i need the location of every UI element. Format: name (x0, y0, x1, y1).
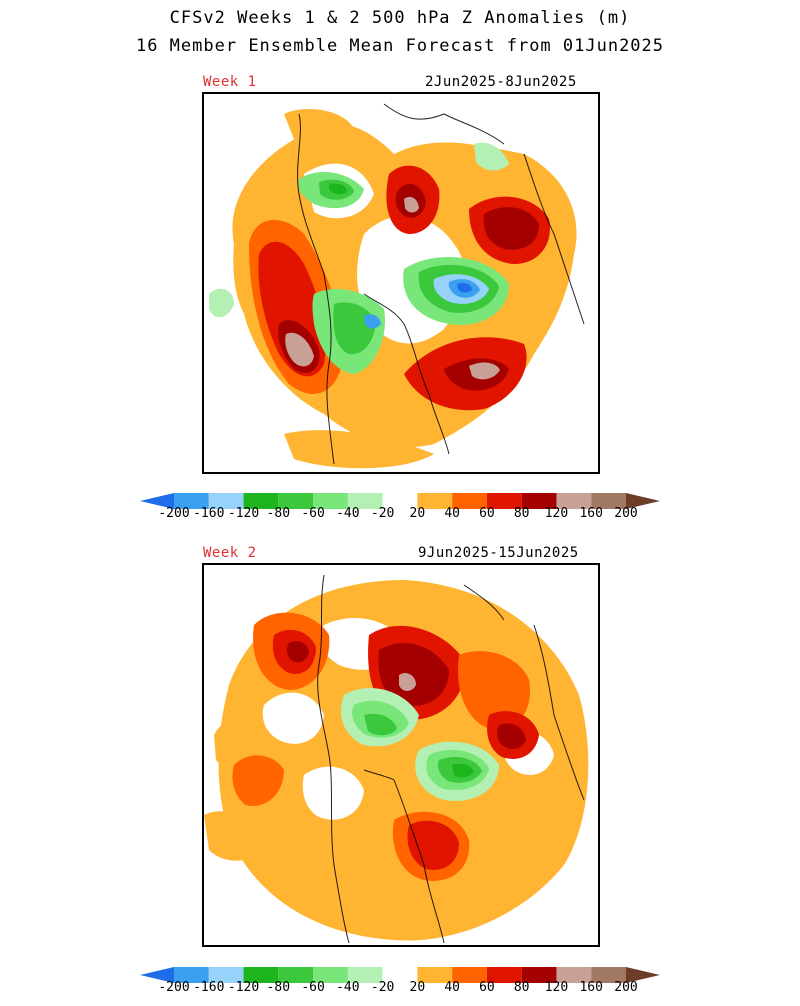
colorbar-cell (243, 967, 279, 983)
week1-anomaly-map (202, 92, 600, 474)
colorbar-cell (417, 493, 453, 509)
colorbar-tick-label: -160 (193, 506, 225, 521)
week1-colorbar-svg (140, 493, 660, 509)
week1-map-svg (209, 103, 585, 469)
colorbar-tick-label: 80 (513, 506, 530, 521)
week1-colorbar-ticks: -200 -160 -120 -80 -60 -40 -20 20 40 60 80 120 160 20… (140, 506, 660, 526)
colorbar-tick-label: 20 (409, 980, 426, 995)
colorbar-tick-label: 120 (544, 980, 569, 995)
colorbar-tick-label: -40 (336, 506, 360, 521)
colorbar-left-arrow (140, 967, 174, 983)
week2-anomaly-map (202, 563, 600, 947)
colorbar-cell (452, 493, 487, 509)
colorbar-tick-label: 200 (614, 980, 638, 995)
colorbar-cell (556, 493, 592, 509)
colorbar-cell (521, 967, 557, 983)
colorbar-tick-label: -160 (193, 980, 225, 995)
colorbar-tick-label: -200 (158, 506, 190, 521)
colorbar-cell (417, 967, 453, 983)
colorbar-cell (174, 967, 209, 983)
colorbar-tick-label: -80 (266, 980, 291, 995)
colorbar-tick-label: 80 (513, 980, 530, 995)
colorbar-cell (174, 493, 209, 509)
colorbar-tick-label: 40 (444, 980, 460, 995)
colorbar-tick-label: 40 (444, 506, 460, 521)
colorbar-cell (347, 493, 383, 509)
colorbar-cell (486, 493, 522, 509)
colorbar-tick-label: -80 (266, 506, 291, 521)
colorbar-tick-label: 160 (579, 506, 603, 521)
colorbar-cell (313, 967, 348, 983)
colorbar-cell (347, 967, 383, 983)
colorbar-tick-label: 200 (614, 506, 638, 521)
colorbar-cell (486, 967, 522, 983)
colorbar-tick-label: -60 (301, 506, 325, 521)
colorbar-cell (452, 967, 487, 983)
colorbar-tick-label: -20 (370, 980, 395, 995)
colorbar-tick-label: 60 (479, 980, 495, 995)
colorbar-tick-label: -60 (301, 980, 325, 995)
week2-map-svg (204, 574, 589, 944)
chart-subtitle: 16 Member Ensemble Mean Forecast from 01… (135, 36, 665, 56)
colorbar-tick-label: 60 (479, 506, 495, 521)
colorbar-tick-label: 20 (409, 506, 426, 521)
colorbar-cell (208, 967, 244, 983)
colorbar-tick-label: 120 (544, 506, 569, 521)
colorbar-cell (278, 967, 314, 983)
colorbar-cell (382, 967, 418, 983)
week2-colorbar-svg (140, 967, 660, 983)
colorbar-cell (591, 493, 626, 509)
colorbar-cell (521, 493, 557, 509)
colorbar-right-arrow (626, 967, 660, 983)
week1-label: Week 1 (203, 74, 257, 90)
colorbar-tick-label: -40 (336, 980, 360, 995)
week2-date-range: 9Jun2025-15Jun2025 (418, 545, 579, 561)
colorbar-cell (591, 967, 626, 983)
colorbar-cell (243, 493, 279, 509)
week1-colorbar: -200 -160 -120 -80 -60 -40 -20 20 40 60 80 120 160 20… (140, 492, 660, 532)
week2-colorbar-ticks: -200 -160 -120 -80 -60 -40 -20 20 40 60 80 120 160 20… (140, 980, 660, 1000)
colorbar-cell (208, 493, 244, 509)
week2-label: Week 2 (203, 545, 257, 561)
colorbar-left-arrow (140, 493, 174, 509)
colorbar-tick-label: -200 (158, 980, 190, 995)
colorbar-tick-label: -120 (227, 506, 260, 521)
chart-title: CFSv2 Weeks 1 & 2 500 hPa Z Anomalies (m… (169, 8, 631, 28)
week1-date-range: 2Jun2025-8Jun2025 (425, 74, 577, 90)
colorbar-tick-label: -20 (370, 506, 395, 521)
colorbar-cell (278, 493, 314, 509)
colorbar-tick-label: 160 (579, 980, 603, 995)
week2-colorbar: -200 -160 -120 -80 -60 -40 -20 20 40 60 80 120 160 20… (140, 966, 660, 1006)
colorbar-cell (382, 493, 418, 509)
colorbar-cell (313, 493, 348, 509)
colorbar-right-arrow (626, 493, 660, 509)
colorbar-cell (556, 967, 592, 983)
colorbar-tick-label: -120 (227, 980, 260, 995)
